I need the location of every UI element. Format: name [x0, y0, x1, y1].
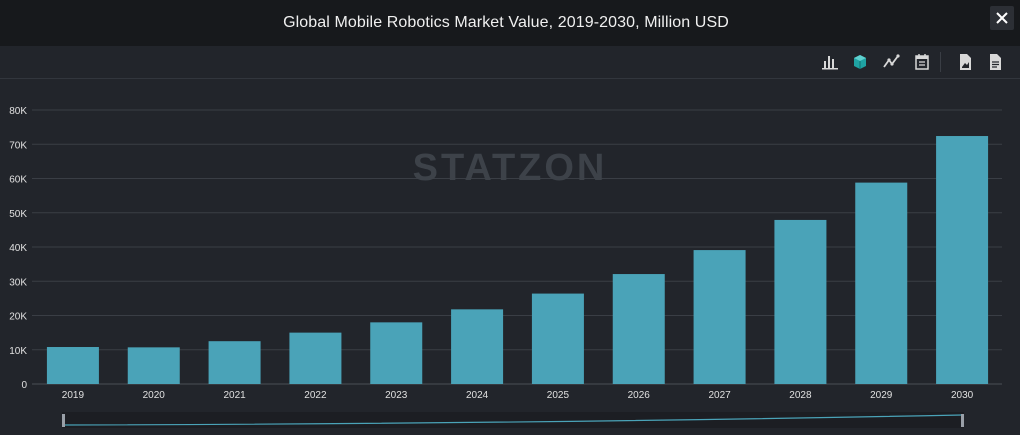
bar-2022	[289, 332, 342, 384]
download-document-icon	[990, 54, 1001, 70]
navigator-track	[61, 412, 964, 428]
download-document-button[interactable]	[982, 50, 1008, 74]
close-icon	[996, 12, 1008, 24]
table-icon	[915, 54, 929, 70]
bar-2023	[370, 322, 423, 384]
y-tick-label: 80K	[9, 106, 27, 117]
bar-2025	[531, 293, 584, 384]
bar-2026	[612, 274, 665, 384]
bar-2030	[936, 136, 989, 384]
toolbar-divider	[940, 52, 941, 72]
y-tick-label: 0	[21, 380, 27, 391]
y-tick-label: 60K	[9, 175, 27, 186]
bar-2028	[774, 219, 827, 384]
navigator-right-handle[interactable]	[961, 414, 964, 427]
bar-chart-icon	[822, 56, 838, 70]
x-tick-label: 2025	[547, 390, 570, 401]
download-image-icon	[960, 54, 971, 70]
y-tick-label: 30K	[9, 277, 27, 288]
line-chart-icon	[883, 54, 900, 68]
bar-2019	[46, 347, 99, 384]
line-chart-button[interactable]	[878, 50, 904, 74]
x-tick-label: 2022	[304, 390, 327, 401]
x-tick-label: 2020	[143, 390, 166, 401]
close-button[interactable]	[990, 6, 1014, 30]
bar-2020	[127, 347, 180, 384]
x-tick-label: 2030	[951, 390, 974, 401]
y-tick-label: 50K	[9, 209, 27, 220]
bar-2021	[208, 341, 261, 384]
download-image-button[interactable]	[952, 50, 978, 74]
x-tick-label: 2027	[708, 390, 731, 401]
x-tick-label: 2028	[789, 390, 812, 401]
x-tick-label: 2026	[628, 390, 651, 401]
x-tick-label: 2021	[223, 390, 246, 401]
x-tick-label: 2024	[466, 390, 489, 401]
bar-2029	[855, 182, 908, 384]
navigator-left-handle[interactable]	[62, 414, 65, 427]
chart-title: Global Mobile Robotics Market Value, 201…	[283, 14, 729, 31]
x-tick-label: 2029	[870, 390, 893, 401]
chart-toolbar	[0, 46, 1020, 79]
y-tick-label: 70K	[9, 140, 27, 151]
3d-cube-icon	[854, 55, 866, 69]
bar-2027	[693, 250, 746, 384]
y-tick-label: 20K	[9, 312, 27, 323]
y-tick-label: 10K	[9, 346, 27, 357]
range-navigator[interactable]	[61, 412, 964, 428]
3d-view-button[interactable]	[847, 50, 873, 74]
y-tick-label: 40K	[9, 243, 27, 254]
chart-header: Global Mobile Robotics Market Value, 201…	[0, 0, 1020, 46]
x-tick-label: 2023	[385, 390, 408, 401]
bar-2024	[451, 309, 504, 384]
table-view-button[interactable]	[909, 50, 935, 74]
x-tick-label: 2019	[62, 390, 85, 401]
bar-chart-button[interactable]	[817, 50, 843, 74]
watermark-logo: STATZON	[413, 147, 608, 189]
